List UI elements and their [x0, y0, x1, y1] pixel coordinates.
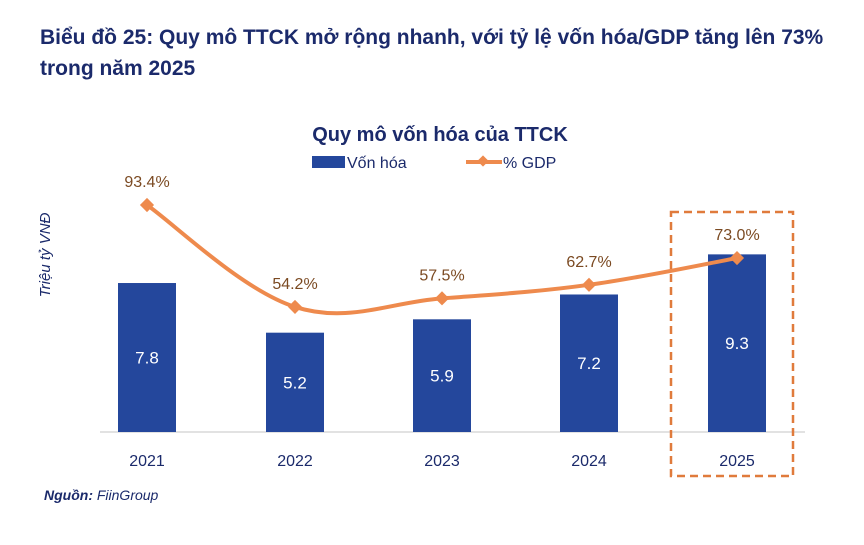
source-note: Nguồn: FiinGroup	[44, 487, 158, 503]
bar-2021	[118, 283, 176, 432]
bar-2024	[560, 294, 618, 432]
legend-bar-label: Vốn hóa	[347, 155, 407, 172]
legend-bar-swatch	[312, 156, 345, 168]
bar-2023	[413, 319, 471, 432]
gdp-marker-2021	[139, 197, 155, 213]
x-tick-2025: 2025	[719, 453, 755, 470]
source-label: Nguồn:	[44, 487, 93, 503]
gdp-label-2025: 73.0%	[714, 227, 759, 244]
legend-line-label: % GDP	[503, 155, 556, 172]
x-tick-2021: 2021	[129, 453, 165, 470]
gdp-marker-2025	[729, 250, 745, 266]
x-tick-2022: 2022	[277, 453, 313, 470]
gdp-marker-2022	[287, 299, 303, 314]
figure-heading: Biểu đồ 25: Quy mô TTCK mở rộng nhanh, v…	[40, 26, 824, 80]
gdp-marker-2023	[434, 291, 450, 306]
bar-2022	[266, 332, 324, 432]
source-value: FiinGroup	[96, 487, 159, 503]
bar-label-2022: 5.2	[283, 373, 307, 392]
x-tick-2023: 2023	[424, 453, 460, 470]
gdp-label-2022: 54.2%	[272, 276, 317, 293]
highlight-box-2025	[669, 210, 795, 478]
bar-label-2025: 9.3	[725, 334, 749, 353]
gdp-label-2021: 93.4%	[124, 174, 169, 191]
gdp-label-2023: 57.5%	[419, 267, 464, 284]
bar-label-2021: 7.8	[135, 349, 159, 368]
x-tick-2024: 2024	[571, 453, 607, 470]
legend-line-marker	[477, 155, 489, 167]
gdp-marker-2024	[581, 277, 597, 292]
bar-2025	[708, 254, 766, 432]
bar-label-2024: 7.2	[577, 354, 601, 373]
bar-label-2023: 5.9	[430, 367, 454, 386]
y-axis-label: Triệu tỷ VNĐ	[37, 212, 54, 297]
chart-title: Quy mô vốn hóa của TTCK	[312, 124, 568, 146]
gdp-label-2024: 62.7%	[566, 254, 611, 271]
